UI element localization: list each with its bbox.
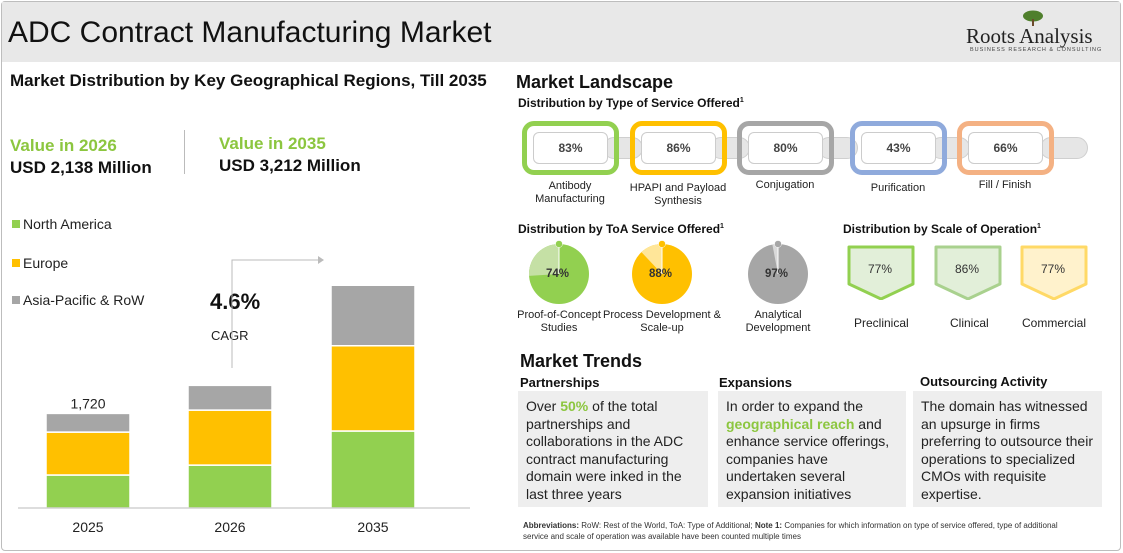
value-2026-label: Value in 2026 bbox=[10, 136, 117, 155]
stacked-bar-chart: 1,720 2025 2026 2035 bbox=[18, 256, 470, 535]
service-label: Antibody Manufacturing bbox=[535, 180, 605, 205]
pie-marker bbox=[555, 240, 563, 248]
legend-label: North America bbox=[23, 216, 112, 232]
legend-swatch bbox=[12, 220, 20, 228]
legend-item-north-america: North America bbox=[12, 216, 112, 232]
service-value: 80% bbox=[748, 132, 823, 164]
toa-label: Analytical Development bbox=[745, 309, 811, 334]
pie-marker bbox=[658, 240, 666, 248]
trends-title: Market Trends bbox=[520, 351, 643, 371]
logo: Roots Analysis BUSINESS RESEARCH & CONSU… bbox=[966, 10, 1106, 56]
shield-shape bbox=[934, 245, 1002, 300]
bar-segment bbox=[187, 409, 273, 466]
scale-value: 86% bbox=[955, 262, 980, 276]
bar-data-label: 1,720 bbox=[70, 395, 105, 411]
expansions-box: In order to expand the geographical reac… bbox=[718, 391, 906, 507]
x-tick-label: 2035 bbox=[357, 519, 388, 535]
scale-label: Commercial bbox=[1022, 316, 1087, 330]
service-box: 80% bbox=[737, 121, 834, 175]
scale-shield bbox=[847, 245, 915, 300]
cagr-arrow-head bbox=[318, 256, 324, 264]
outsourcing-box: The domain has witnessed an upsurge in f… bbox=[913, 391, 1102, 507]
value-2035-label: Value in 2035 bbox=[219, 134, 326, 153]
bar-segment bbox=[187, 464, 273, 509]
scale-title: Distribution by Scale of Operation1 bbox=[843, 222, 1041, 236]
cagr-label: CAGR bbox=[211, 328, 249, 343]
service-label: Conjugation bbox=[755, 179, 815, 191]
service-label: Purification bbox=[870, 182, 926, 194]
bar-segment bbox=[330, 345, 416, 432]
x-tick-label: 2026 bbox=[214, 519, 245, 535]
partnerships-box: Over 50% of the total partnerships and c… bbox=[518, 391, 708, 507]
service-title: Distribution by Type of Service Offered1 bbox=[518, 96, 744, 110]
bar-segment bbox=[330, 284, 416, 347]
legend-item-apac-row: Asia-Pacific & RoW bbox=[12, 292, 144, 308]
header: ADC Contract Manufacturing Market Roots … bbox=[2, 2, 1120, 62]
service-box: 66% bbox=[957, 121, 1054, 175]
service-box: 83% bbox=[522, 121, 619, 175]
service-label: HPAPI and Payload Synthesis bbox=[629, 182, 727, 207]
landscape-title: Market Landscape bbox=[516, 72, 674, 92]
left-title: Market Distribution by Key Geographical … bbox=[10, 71, 487, 90]
bar-segment bbox=[45, 412, 131, 433]
toa-pie bbox=[748, 240, 808, 304]
cagr-arrow bbox=[231, 259, 318, 368]
service-value: 83% bbox=[533, 132, 608, 164]
logo-subtitle: BUSINESS RESEARCH & CONSULTING bbox=[970, 47, 1103, 53]
shield-shape bbox=[847, 245, 915, 300]
service-label: Fill / Finish bbox=[978, 179, 1032, 191]
scale-shield bbox=[1020, 245, 1088, 300]
pie-slice-rest bbox=[772, 244, 778, 274]
service-value: 86% bbox=[641, 132, 716, 164]
service-box: 86% bbox=[630, 121, 727, 175]
legend-swatch bbox=[12, 296, 20, 304]
expansions-title: Expansions bbox=[719, 375, 792, 390]
logo-text: Roots Analysis bbox=[966, 24, 1093, 48]
toa-value: 88% bbox=[649, 268, 673, 280]
cagr-value: 4.6% bbox=[210, 289, 261, 314]
bar-segment bbox=[45, 474, 131, 509]
legend-swatch bbox=[12, 259, 20, 267]
partnerships-title: Partnerships bbox=[520, 375, 600, 390]
legend-label: Asia-Pacific & RoW bbox=[23, 292, 145, 308]
scale-label: Preclinical bbox=[854, 316, 909, 330]
shield-shape bbox=[1020, 245, 1088, 300]
page-title: ADC Contract Manufacturing Market bbox=[8, 16, 492, 49]
service-box: 43% bbox=[850, 121, 947, 175]
value-divider bbox=[184, 130, 185, 174]
pie-slice-rest bbox=[641, 244, 662, 274]
bar-segment bbox=[187, 384, 273, 411]
bar-segment bbox=[330, 430, 416, 509]
toa-label: Proof-of-Concept Studies bbox=[517, 309, 601, 334]
toa-title: Distribution by ToA Service Offered1 bbox=[518, 222, 724, 236]
toa-label: Process Development & Scale-up bbox=[603, 309, 721, 334]
pie-slice-rest bbox=[529, 244, 559, 276]
value-2035: USD 3,212 Million bbox=[219, 156, 361, 175]
service-value: 66% bbox=[968, 132, 1043, 164]
legend-label: Europe bbox=[23, 255, 69, 271]
scale-label: Clinical bbox=[950, 316, 989, 330]
service-value: 43% bbox=[861, 132, 936, 164]
value-2026: USD 2,138 Million bbox=[10, 158, 152, 177]
toa-value: 97% bbox=[765, 268, 789, 280]
x-tick-label: 2025 bbox=[72, 519, 103, 535]
bar-segment bbox=[45, 431, 131, 476]
scale-shield bbox=[934, 245, 1002, 300]
toa-value: 74% bbox=[546, 268, 570, 280]
scale-value: 77% bbox=[868, 262, 893, 276]
toa-pie bbox=[632, 240, 692, 304]
tree-icon bbox=[1023, 10, 1043, 26]
scale-value: 77% bbox=[1041, 262, 1066, 276]
abbreviations: Abbreviations: RoW: Rest of the World, T… bbox=[523, 521, 1058, 541]
toa-pie bbox=[529, 240, 589, 304]
outsourcing-title: Outsourcing Activity bbox=[920, 374, 1048, 389]
pie-marker bbox=[774, 240, 782, 248]
legend-item-europe: Europe bbox=[12, 255, 68, 271]
